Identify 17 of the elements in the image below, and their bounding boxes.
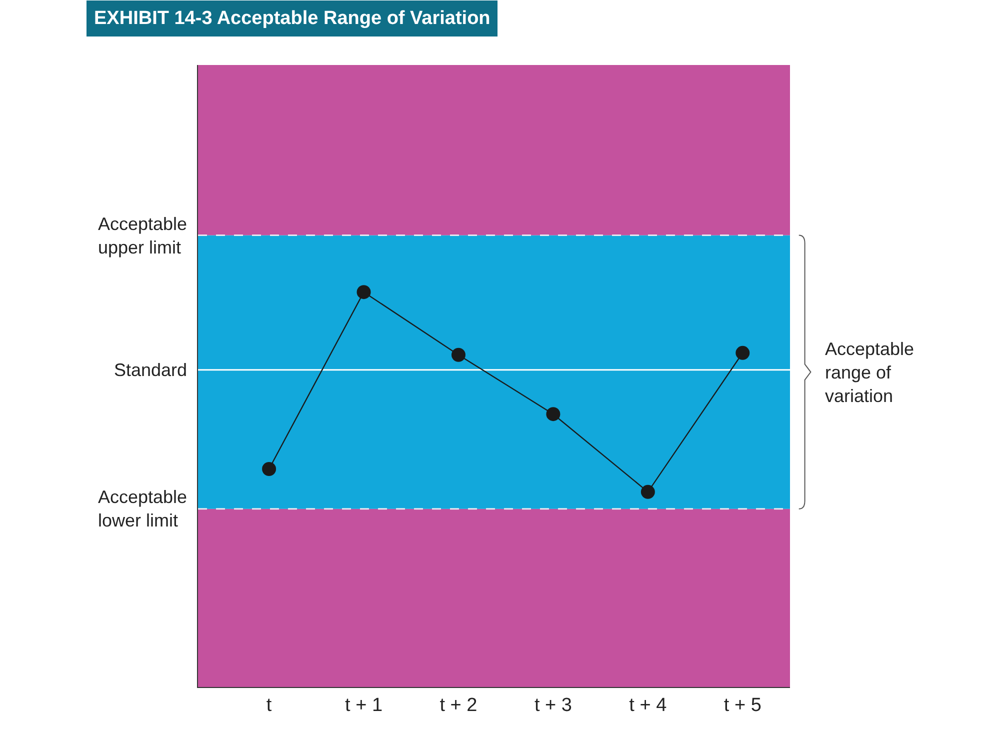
x-tick-label: t + 5	[724, 694, 762, 716]
point	[736, 346, 750, 360]
x-tick-label: t + 1	[345, 694, 383, 716]
ref-line-label: Acceptable lower limit	[98, 487, 188, 530]
x-tick-label: t + 3	[534, 694, 572, 716]
ref-line-label: Standard	[114, 360, 188, 380]
x-tick-label: t + 2	[440, 694, 478, 716]
point	[451, 348, 466, 362]
chart-title: EXHIBIT 14-3 Acceptable Range of Variation	[94, 8, 490, 29]
point	[640, 484, 655, 499]
ref-line-label: Acceptable upper limit	[98, 214, 188, 258]
x-tick-label: t	[266, 694, 272, 716]
point	[356, 285, 371, 300]
band-label: Acceptable range of variation	[825, 339, 914, 406]
point	[546, 407, 560, 422]
x-tick-label: t + 4	[629, 694, 668, 716]
point	[262, 462, 276, 476]
